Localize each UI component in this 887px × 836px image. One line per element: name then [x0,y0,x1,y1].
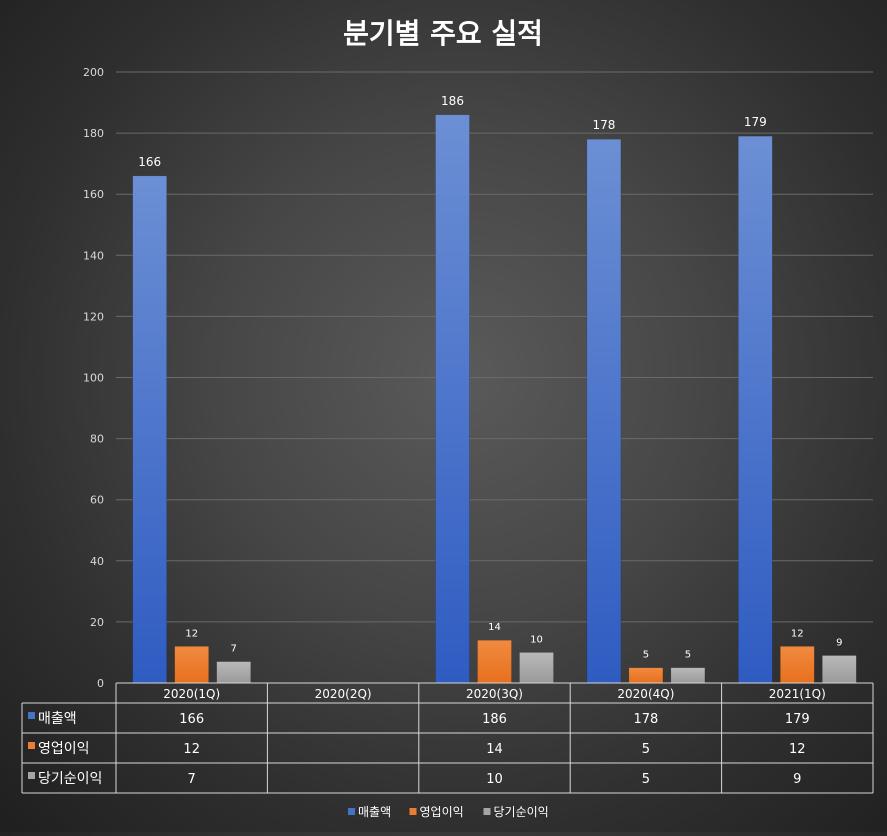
bar-operating-profit [174,646,209,684]
grid-layer: 0 20 40 60 80 100 120 140 160 180 200 [83,66,873,690]
table-row-label: 영업이익 [38,741,90,757]
table-cell: 5 [642,772,650,787]
y-tick-label: 0 [97,677,104,690]
table-row-label: 당기순이익 [38,771,102,787]
y-tick-label: 160 [83,188,104,201]
data-label: 5 [685,650,691,661]
y-tick-label: 60 [90,494,104,507]
table-cell: 5 [642,742,650,757]
bar-operating-profit [628,667,664,684]
y-tick-label: 40 [90,555,104,568]
table-legend-key [28,742,35,749]
legend-key [348,808,355,815]
bar-revenue [132,175,167,684]
table-cell: 14 [486,742,503,757]
table-cell: 178 [633,712,658,727]
table-legend-key [28,772,35,779]
bar-revenue [435,114,470,684]
table-cell: 12 [789,742,806,757]
data-label: 7 [231,644,237,655]
data-label: 14 [488,622,501,633]
bar-revenue [738,135,773,684]
category-label: 2020(3Q) [466,687,523,701]
data-label: 5 [643,650,649,661]
bar-net-income [216,661,251,684]
legend-label: 당기순이익 [494,805,549,819]
y-tick-label: 180 [83,127,104,140]
table-cell: 9 [793,772,801,787]
table-cell: 12 [183,742,200,757]
table-row-label: 매출액 [38,711,77,727]
legend-label: 매출액 [358,805,391,819]
bar-operating-profit [780,646,815,684]
y-tick-label: 80 [90,433,104,446]
legend-label: 영업이익 [420,805,464,819]
data-label: 166 [138,155,161,169]
data-label: 179 [744,115,767,129]
legend-key [409,808,417,815]
legend-key [483,808,491,815]
y-tick-label: 200 [83,66,104,79]
bar-net-income [519,652,554,684]
data-label: 10 [530,634,543,645]
data-label: 186 [441,94,464,108]
y-tick-label: 120 [83,310,104,323]
category-label: 2020(1Q) [163,687,220,701]
data-label: 12 [185,628,198,639]
data-label: 9 [836,638,842,649]
table-cell: 7 [188,772,196,787]
y-tick-label: 140 [83,249,104,262]
data-label: 12 [791,628,804,639]
chart-title: 분기별 주요 실적 [343,17,543,50]
y-tick-label: 20 [90,616,104,629]
data-table: 2020(1Q) 2020(2Q) 2020(3Q) 2020(4Q) 2021(1Q)… [21,682,874,794]
bar-operating-profit [477,639,512,684]
bar-layer: 166 12 7 186 14 10 178 5 5 179 12 9 [132,94,857,684]
y-tick-label: 100 [83,372,104,385]
table-legend-key [28,712,35,719]
bar-net-income [822,655,857,684]
table-cell: 186 [482,712,507,727]
data-label: 178 [592,118,615,132]
category-label: 2021(1Q) [769,687,826,701]
category-label: 2020(2Q) [315,687,372,701]
table-cell: 166 [179,712,204,727]
table-cell: 10 [486,772,503,787]
table-cell: 179 [785,712,810,727]
legend: 매출액 영업이익 당기순이익 [348,805,549,819]
category-label: 2020(4Q) [617,687,674,701]
bar-revenue [586,138,622,684]
bar-net-income [670,667,706,684]
